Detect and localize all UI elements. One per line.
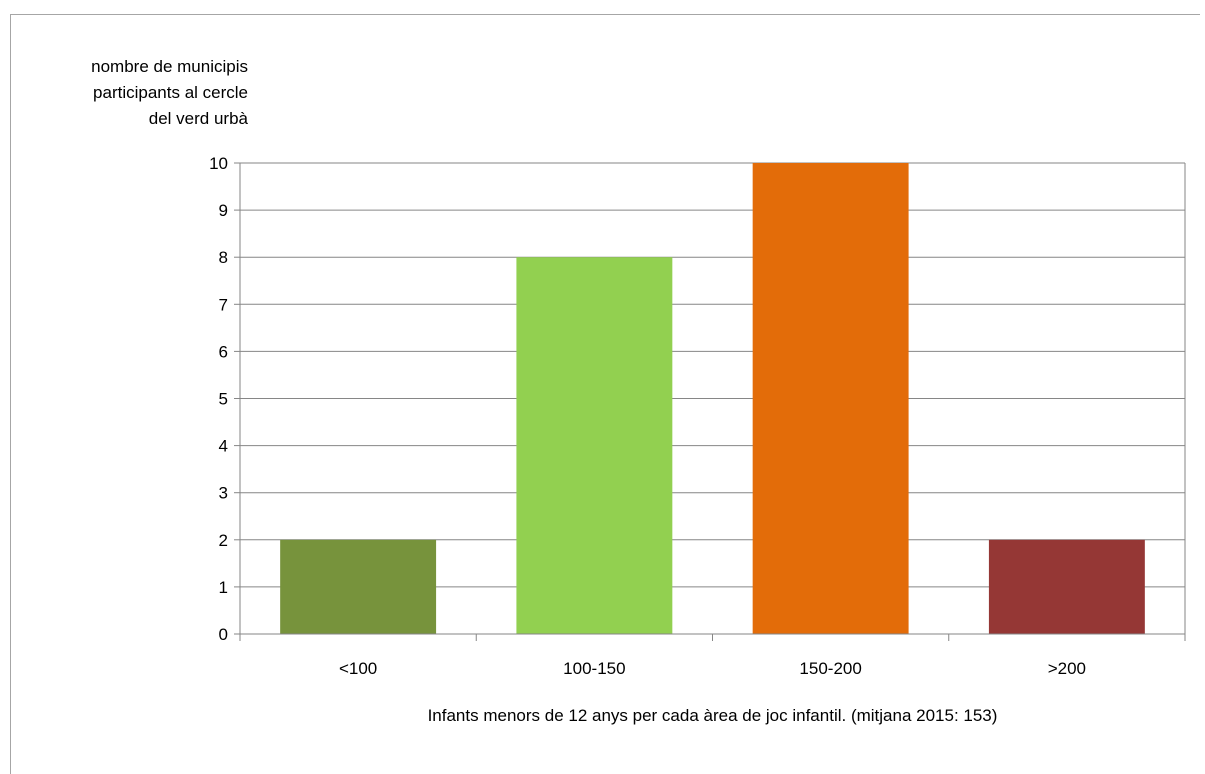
y-tick-label: 2 xyxy=(219,531,228,550)
x-tick-label: 150-200 xyxy=(799,659,861,678)
x-tick-label: <100 xyxy=(339,659,377,678)
x-axis-label: Infants menors de 12 anys per cada àrea … xyxy=(427,706,998,725)
bar xyxy=(280,539,437,634)
x-tick-label: 100-150 xyxy=(563,659,625,678)
bar xyxy=(988,539,1145,634)
y-tick-label: 5 xyxy=(219,390,228,409)
bar xyxy=(516,257,673,634)
y-tick-label: 3 xyxy=(219,484,228,503)
chart-frame xyxy=(10,14,1200,774)
y-axis-label-line: nombre de municipis xyxy=(91,57,248,76)
y-tick-label: 10 xyxy=(209,154,228,173)
y-axis-label: nombre de municipis participants al cerc… xyxy=(18,54,248,132)
y-tick-label: 0 xyxy=(219,625,228,644)
y-tick-label: 6 xyxy=(219,342,228,361)
y-tick-label: 4 xyxy=(219,437,228,456)
y-tick-label: 7 xyxy=(219,295,228,314)
bar xyxy=(752,163,909,634)
y-tick-label: 1 xyxy=(219,578,228,597)
y-axis-label-line: del verd urbà xyxy=(148,109,248,128)
y-tick-label: 9 xyxy=(219,201,228,220)
y-tick-label: 8 xyxy=(219,248,228,267)
y-axis-label-line: participants al cercle xyxy=(93,83,248,102)
x-tick-label: >200 xyxy=(1048,659,1086,678)
